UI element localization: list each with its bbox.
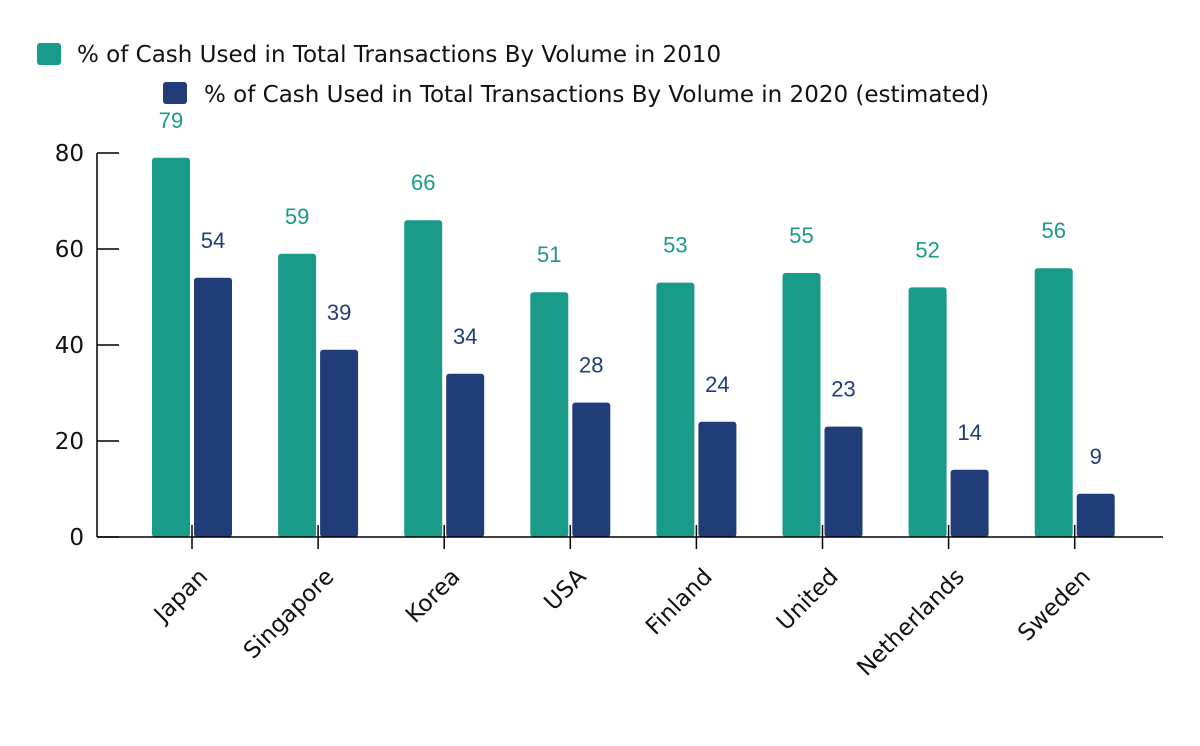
- legend: % of Cash Used in Total Transactions By …: [37, 42, 989, 108]
- y-tick-label: 60: [55, 237, 84, 263]
- x-tick-label: Korea: [401, 564, 466, 629]
- bar-2010: [782, 273, 821, 537]
- data-label: 52: [915, 237, 939, 262]
- x-tick-label: USA: [539, 564, 591, 616]
- x-tick-label: Finland: [641, 564, 718, 641]
- bar-2010: [1034, 268, 1073, 537]
- data-label: 39: [327, 300, 351, 325]
- bar-2020: [446, 373, 485, 537]
- bar-2010: [656, 282, 695, 537]
- data-label: 54: [201, 228, 225, 253]
- data-label: 79: [159, 108, 183, 133]
- legend-swatch-2020: [163, 82, 187, 104]
- y-tick-label: 80: [55, 141, 84, 167]
- bar-2020: [320, 349, 359, 537]
- bar-2010: [530, 292, 569, 537]
- plot-area: 0 20 40 60 80 79 54 59 39 66 34 51 28 53 24 55 23 52 14 56 9…: [55, 108, 1163, 682]
- x-tick-label: Sweden: [1013, 564, 1096, 647]
- bar-2010: [908, 287, 947, 537]
- bar-2020: [1076, 493, 1115, 537]
- x-tick-label: Japan: [148, 564, 213, 629]
- data-label: 51: [537, 242, 561, 267]
- data-label: 28: [579, 353, 603, 378]
- data-label: 55: [789, 223, 813, 248]
- legend-swatch-2010: [37, 43, 61, 65]
- bar-2010: [404, 220, 443, 537]
- legend-label-2010: % of Cash Used in Total Transactions By …: [77, 42, 721, 68]
- y-tick-label: 0: [69, 525, 84, 551]
- data-label: 59: [285, 204, 309, 229]
- data-label: 34: [453, 324, 477, 349]
- data-label: 53: [663, 233, 687, 258]
- legend-label-2020: % of Cash Used in Total Transactions By …: [204, 82, 989, 108]
- x-tick-label: Singapore: [239, 564, 339, 664]
- data-label: 23: [831, 377, 855, 402]
- bar-2010: [278, 253, 317, 538]
- y-tick-label: 20: [55, 429, 84, 455]
- data-label: 66: [411, 170, 435, 195]
- x-tick-label: United: [772, 564, 844, 636]
- bar-2020: [572, 402, 611, 537]
- bar-2020: [698, 421, 737, 537]
- x-tick-label: Netherlands: [852, 564, 970, 682]
- bar-2020: [950, 469, 989, 537]
- bar-2020: [194, 277, 232, 537]
- bar-2020: [824, 426, 863, 537]
- y-tick-label: 40: [55, 333, 84, 359]
- data-label: 24: [705, 372, 729, 397]
- data-label: 56: [1041, 218, 1065, 243]
- bar-2010: [152, 157, 190, 538]
- data-label: 9: [1090, 444, 1102, 469]
- data-label: 14: [957, 420, 981, 445]
